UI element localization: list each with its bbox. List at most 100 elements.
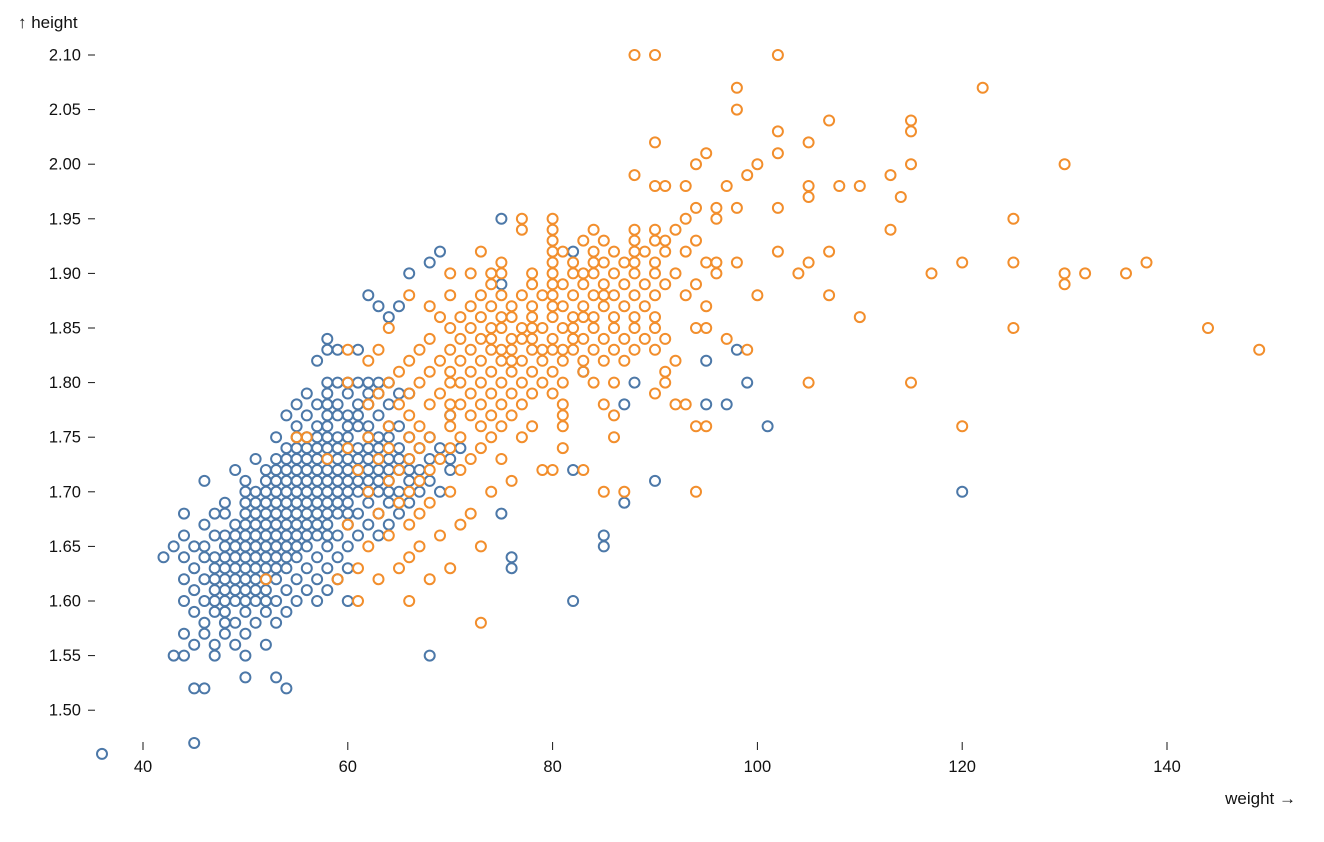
dot-female xyxy=(188,737,201,749)
dot-female xyxy=(239,518,252,531)
dot-male xyxy=(423,464,436,476)
dot-female xyxy=(249,584,262,597)
dot-female xyxy=(382,485,395,498)
dot-male xyxy=(792,267,805,280)
dot-female xyxy=(321,398,334,411)
dot-male xyxy=(464,409,477,422)
dot-female xyxy=(567,595,580,607)
dot-male xyxy=(403,387,416,400)
y-tick-label: 2.10 xyxy=(49,47,81,65)
dot-male xyxy=(341,376,354,389)
dot-female xyxy=(249,518,262,531)
dot-male xyxy=(464,343,477,356)
dot-male xyxy=(679,289,692,302)
dot-male xyxy=(905,114,917,127)
dot-female xyxy=(270,529,283,542)
dot-female xyxy=(270,562,283,575)
x-tick-label: 100 xyxy=(744,758,772,776)
dot-female xyxy=(208,638,221,651)
dot-female xyxy=(280,584,293,597)
dot-male xyxy=(690,201,702,214)
dot-male xyxy=(587,223,600,236)
dot-female xyxy=(423,453,436,465)
dot-male xyxy=(515,212,528,225)
dot-male xyxy=(567,267,580,280)
dot-male xyxy=(659,332,672,345)
dot-female xyxy=(178,627,190,640)
y-tick-label: 2.05 xyxy=(49,101,81,119)
dot-female xyxy=(208,551,221,564)
dot-male xyxy=(454,354,467,367)
dot-female xyxy=(505,562,518,575)
dot-male xyxy=(526,332,539,345)
dot-female xyxy=(270,431,283,444)
dot-male xyxy=(710,256,723,269)
dot-female xyxy=(188,682,201,695)
y-tick-label: 1.65 xyxy=(49,538,81,556)
dot-male xyxy=(362,485,375,498)
dot-male xyxy=(505,365,518,378)
dot-female xyxy=(352,420,364,433)
dot-female xyxy=(239,485,252,498)
dot-female xyxy=(730,343,743,356)
dot-female xyxy=(208,529,221,542)
dot-male xyxy=(597,485,610,498)
dot-female xyxy=(362,496,375,509)
dot-male xyxy=(956,256,969,269)
dot-female xyxy=(188,605,201,618)
dot-male xyxy=(331,573,344,586)
dot-male xyxy=(720,180,733,192)
y-axis-title: ↑ height xyxy=(18,13,78,32)
dot-female xyxy=(423,474,436,487)
dot-female xyxy=(259,638,272,651)
dot-female xyxy=(290,453,303,465)
dot-male xyxy=(454,398,467,411)
dot-female xyxy=(403,464,416,476)
dot-male xyxy=(649,223,661,236)
dot-male xyxy=(690,322,702,334)
dot-female xyxy=(321,507,334,520)
dot-male xyxy=(526,365,539,378)
dot-female xyxy=(700,398,713,411)
dot-male xyxy=(587,267,600,280)
dot-male xyxy=(577,311,590,324)
dot-male xyxy=(485,300,498,313)
dot-male xyxy=(413,540,426,553)
dot-female xyxy=(218,595,231,607)
dot-male xyxy=(608,311,620,324)
dot-male xyxy=(413,420,426,433)
dot-female xyxy=(270,474,283,487)
x-tick-label: 80 xyxy=(543,758,561,776)
dot-male xyxy=(474,354,487,367)
dot-male xyxy=(587,256,600,269)
dot-female xyxy=(198,474,211,487)
dot-female xyxy=(311,529,324,542)
dot-female xyxy=(331,376,344,389)
dot-male xyxy=(403,354,416,367)
y-tick-label: 1.80 xyxy=(49,374,81,392)
dot-male xyxy=(608,376,620,389)
dot-male xyxy=(771,245,784,258)
dot-male xyxy=(700,256,713,269)
dot-female xyxy=(300,562,313,575)
dot-male xyxy=(556,354,569,367)
dot-female xyxy=(290,496,303,509)
x-tick-label: 140 xyxy=(1153,758,1181,776)
dot-male xyxy=(608,343,620,356)
dot-female xyxy=(393,387,405,400)
dot-female xyxy=(761,420,774,433)
dot-female xyxy=(259,474,272,487)
dot-male xyxy=(495,420,508,433)
dot-male xyxy=(546,212,559,225)
dot-male xyxy=(546,234,559,247)
dot-female xyxy=(311,420,324,433)
dot-female xyxy=(218,529,231,542)
dot-male xyxy=(751,158,764,171)
dot-male xyxy=(403,485,416,498)
dot-female xyxy=(208,562,221,575)
dot-female xyxy=(229,573,242,586)
dot-female xyxy=(300,540,313,553)
dot-male xyxy=(567,289,580,302)
dot-male xyxy=(628,311,641,324)
dot-male xyxy=(597,256,610,269)
